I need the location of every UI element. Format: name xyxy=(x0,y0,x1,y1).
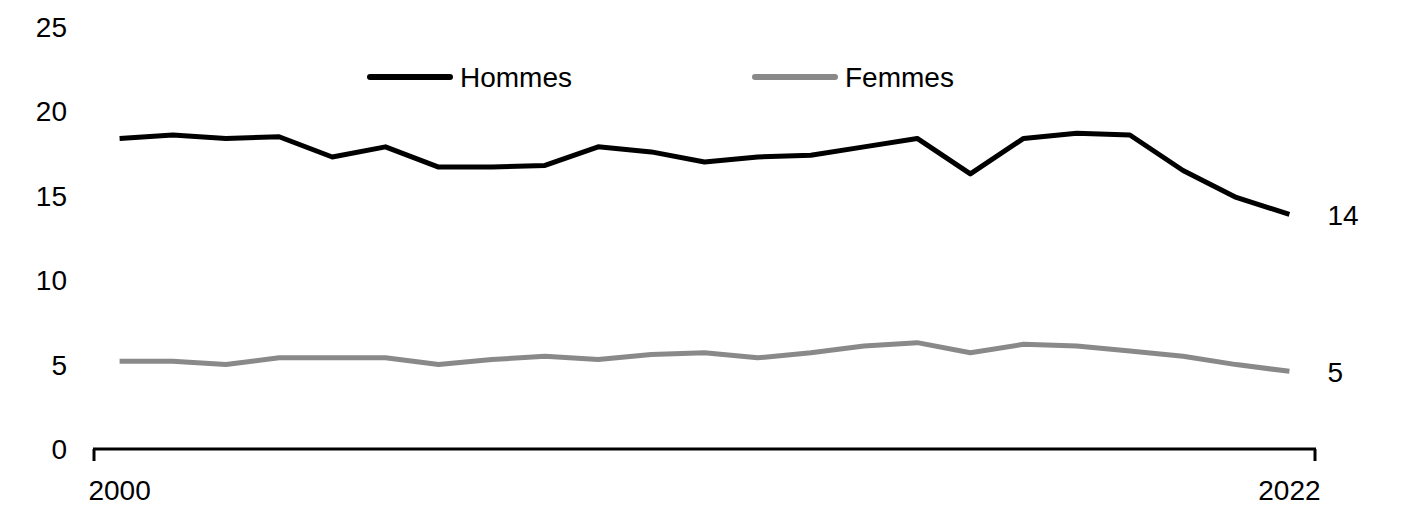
series-line xyxy=(120,133,1290,214)
x-tick-label: 2022 xyxy=(1258,475,1320,506)
legend-label: Hommes xyxy=(460,62,572,93)
data-label: 5 xyxy=(1327,357,1343,388)
y-tick-label: 20 xyxy=(36,96,67,127)
y-tick-label: 15 xyxy=(36,181,67,212)
chart: 0 5 10 15 20 25 2000 2022 14 5 Hommes Femmes xyxy=(0,0,1403,527)
x-tick-label: 2000 xyxy=(88,475,150,506)
legend-label: Femmes xyxy=(845,62,954,93)
x-axis-end xyxy=(93,449,96,461)
y-tick-label: 0 xyxy=(51,434,67,465)
plot-area xyxy=(120,133,1290,371)
legend-swatch xyxy=(755,74,835,80)
x-axis-end xyxy=(1314,449,1317,461)
y-tick-label: 10 xyxy=(36,265,67,296)
data-label: 14 xyxy=(1327,200,1358,231)
y-tick-label: 5 xyxy=(51,350,67,381)
series-line xyxy=(120,343,1290,372)
legend-swatch xyxy=(370,74,450,80)
y-tick-label: 25 xyxy=(36,12,67,43)
x-axis xyxy=(93,448,1316,451)
